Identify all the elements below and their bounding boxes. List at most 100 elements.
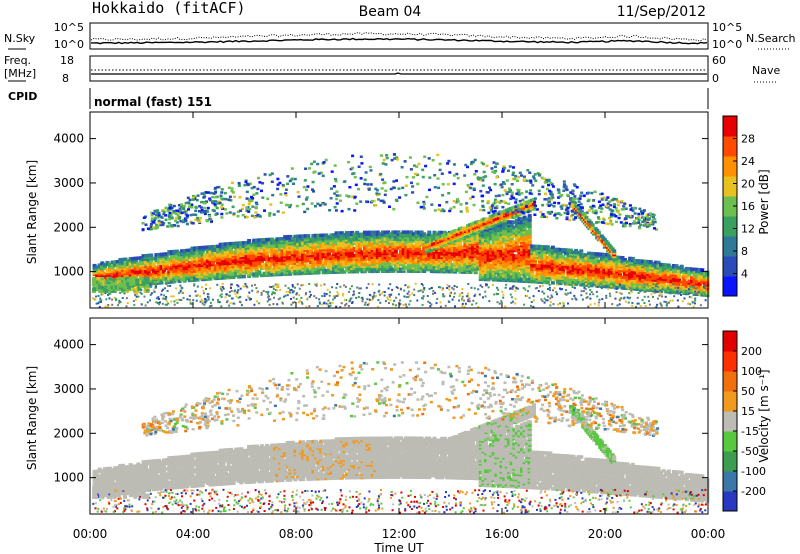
range-cell bbox=[496, 248, 501, 252]
range-cell bbox=[123, 282, 128, 286]
range-cell bbox=[491, 267, 496, 271]
range-cell bbox=[502, 223, 506, 227]
range-cell bbox=[516, 210, 520, 213]
range-cell bbox=[164, 271, 169, 276]
range-cell bbox=[463, 249, 468, 253]
range-cell bbox=[393, 251, 398, 256]
range-cell bbox=[628, 272, 633, 277]
range-cell bbox=[293, 247, 298, 251]
range-cell bbox=[581, 213, 586, 218]
range-cell bbox=[522, 252, 527, 257]
range-cell bbox=[527, 214, 532, 218]
range-cell bbox=[275, 258, 280, 263]
range-cell bbox=[532, 260, 537, 264]
range-cell bbox=[131, 256, 136, 261]
range-cell bbox=[409, 251, 414, 256]
range-cell bbox=[502, 271, 506, 275]
range-cell bbox=[548, 247, 553, 251]
range-cell bbox=[592, 266, 597, 270]
range-cell bbox=[530, 279, 535, 284]
range-cell bbox=[535, 244, 540, 249]
range-cell bbox=[514, 218, 519, 223]
range-cell bbox=[491, 258, 496, 262]
range-cell bbox=[672, 274, 676, 279]
range-cell bbox=[157, 263, 161, 267]
range-cell bbox=[486, 249, 491, 253]
range-cell bbox=[298, 266, 303, 270]
range-cell bbox=[401, 251, 406, 256]
range-cell bbox=[316, 269, 321, 273]
range-cell bbox=[605, 254, 609, 259]
range-cell bbox=[262, 262, 267, 267]
range-cell bbox=[522, 215, 527, 220]
range-cell bbox=[342, 263, 347, 267]
range-cell bbox=[229, 265, 233, 269]
range-cell bbox=[175, 256, 179, 261]
range-cell bbox=[218, 253, 223, 257]
range-cell bbox=[553, 251, 558, 255]
range-cell bbox=[182, 275, 187, 280]
freq-left-tick-top: 18 bbox=[60, 54, 74, 67]
range-cell bbox=[646, 265, 651, 269]
range-cell bbox=[484, 238, 488, 243]
range-cell bbox=[463, 226, 468, 230]
range-cell bbox=[283, 268, 288, 273]
range-cell bbox=[561, 272, 566, 277]
range-cell bbox=[433, 241, 437, 246]
range-cell bbox=[223, 258, 228, 262]
range-cell bbox=[574, 272, 579, 276]
range-cell bbox=[592, 252, 597, 256]
range-cell bbox=[234, 257, 239, 262]
range-cell bbox=[486, 260, 491, 264]
range-cell bbox=[695, 267, 700, 272]
range-cell bbox=[648, 260, 653, 264]
range-cell bbox=[329, 243, 334, 248]
range-cell bbox=[350, 254, 355, 258]
range-cell bbox=[337, 241, 342, 246]
range-cell bbox=[465, 240, 470, 244]
range-cell bbox=[656, 269, 661, 274]
range-cell bbox=[504, 267, 509, 272]
range-cell bbox=[301, 257, 306, 261]
range-cell bbox=[149, 255, 154, 259]
range-cell bbox=[653, 267, 658, 272]
range-cell bbox=[625, 272, 630, 276]
range-cell bbox=[352, 264, 357, 269]
range-cell bbox=[504, 257, 509, 261]
range-cell bbox=[352, 253, 357, 258]
range-cell bbox=[625, 267, 630, 271]
range-cell bbox=[370, 237, 375, 242]
range-cell bbox=[684, 275, 689, 280]
range-cell bbox=[275, 265, 280, 270]
range-cell bbox=[422, 255, 427, 259]
freq-panel: Freq. [MHz] 18 8 60 0 Nave bbox=[4, 54, 780, 85]
range-cell bbox=[378, 253, 383, 258]
range-cell bbox=[146, 269, 151, 274]
range-cell bbox=[326, 251, 331, 255]
range-cell bbox=[144, 266, 149, 270]
range-cell bbox=[612, 262, 617, 266]
range-cell bbox=[548, 270, 553, 274]
range-cell bbox=[592, 276, 597, 281]
range-cell bbox=[386, 248, 391, 252]
range-cell bbox=[473, 242, 478, 246]
range-cell bbox=[247, 272, 252, 277]
range-cell bbox=[226, 268, 231, 273]
range-cell bbox=[172, 271, 177, 275]
range-cell bbox=[187, 266, 192, 270]
range-cell bbox=[396, 258, 401, 263]
range-cell bbox=[362, 250, 367, 254]
range-cell bbox=[244, 248, 249, 252]
range-cell bbox=[149, 225, 153, 228]
range-cell bbox=[252, 254, 257, 259]
range-cell bbox=[447, 261, 452, 265]
range-cell bbox=[388, 237, 393, 241]
range-cell bbox=[375, 237, 380, 242]
range-cell bbox=[308, 253, 313, 257]
range-cell bbox=[507, 225, 512, 229]
range-cell bbox=[535, 274, 540, 279]
range-cell bbox=[615, 268, 620, 272]
range-cell bbox=[690, 283, 694, 287]
range-cell bbox=[553, 263, 558, 267]
range-cell bbox=[213, 244, 218, 249]
